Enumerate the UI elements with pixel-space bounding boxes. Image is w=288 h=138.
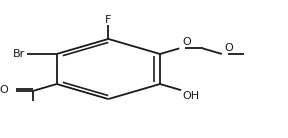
Text: O: O (182, 37, 191, 47)
Text: O: O (225, 43, 233, 53)
Text: Br: Br (13, 49, 26, 59)
Text: O: O (0, 85, 8, 95)
Text: F: F (105, 15, 111, 25)
Text: OH: OH (183, 91, 200, 101)
